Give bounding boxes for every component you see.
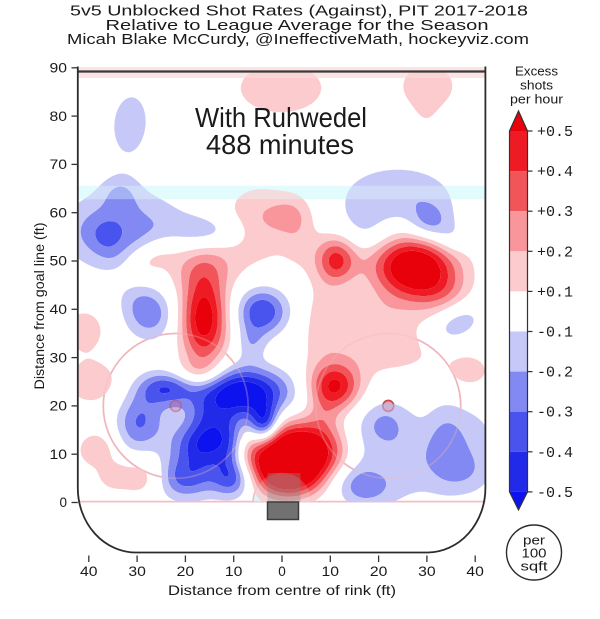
svg-text:0: 0	[278, 564, 286, 579]
svg-text:With Ruhwedel: With Ruhwedel	[195, 102, 367, 133]
svg-text:20: 20	[50, 399, 68, 414]
svg-text:Distance from centre of rink (: Distance from centre of rink (ft)	[168, 582, 396, 598]
svg-text:30: 30	[50, 350, 68, 365]
svg-text:+0.5: +0.5	[537, 124, 573, 141]
svg-text:5v5 Unblocked Shot Rates (Agai: 5v5 Unblocked Shot Rates (Against), PIT …	[70, 4, 528, 20]
svg-text:-0.5: -0.5	[537, 485, 573, 502]
svg-text:30: 30	[418, 564, 436, 579]
svg-text:50: 50	[50, 254, 68, 269]
svg-text:-0.4: -0.4	[537, 445, 573, 462]
svg-text:Excess: Excess	[515, 64, 559, 79]
svg-text:+0.1: +0.1	[537, 284, 573, 301]
svg-text:100: 100	[522, 547, 547, 561]
svg-text:Relative to League Average for: Relative to League Average for the Seaso…	[106, 18, 489, 34]
svg-text:80: 80	[50, 109, 68, 124]
svg-text:per hour: per hour	[510, 92, 564, 107]
svg-text:40: 40	[50, 302, 68, 317]
svg-text:Micah Blake McCurdy, @Ineffect: Micah Blake McCurdy, @IneffectiveMath, h…	[67, 32, 529, 48]
svg-text:shots: shots	[520, 78, 554, 93]
svg-text:30: 30	[128, 564, 146, 579]
svg-text:488 minutes: 488 minutes	[206, 129, 354, 160]
svg-text:20: 20	[177, 564, 195, 579]
svg-text:+0.2: +0.2	[537, 244, 573, 261]
svg-text:+0.4: +0.4	[537, 164, 573, 181]
svg-text:10: 10	[322, 564, 340, 579]
svg-text:40: 40	[80, 564, 98, 579]
svg-text:-0.2: -0.2	[537, 365, 573, 382]
svg-text:per: per	[523, 534, 545, 548]
svg-text:10: 10	[225, 564, 243, 579]
svg-text:90: 90	[50, 61, 68, 76]
svg-text:10: 10	[50, 447, 68, 462]
svg-text:60: 60	[50, 205, 68, 220]
svg-text:-0.3: -0.3	[537, 405, 573, 422]
svg-text:70: 70	[50, 157, 68, 172]
svg-text:20: 20	[370, 564, 388, 579]
svg-text:sqft: sqft	[521, 560, 549, 574]
svg-text:0: 0	[59, 495, 67, 510]
svg-text:40: 40	[466, 564, 484, 579]
svg-text:Distance from goal line (ft): Distance from goal line (ft)	[32, 223, 47, 390]
svg-text:+0.3: +0.3	[537, 204, 573, 221]
svg-text:-0.1: -0.1	[537, 325, 573, 342]
